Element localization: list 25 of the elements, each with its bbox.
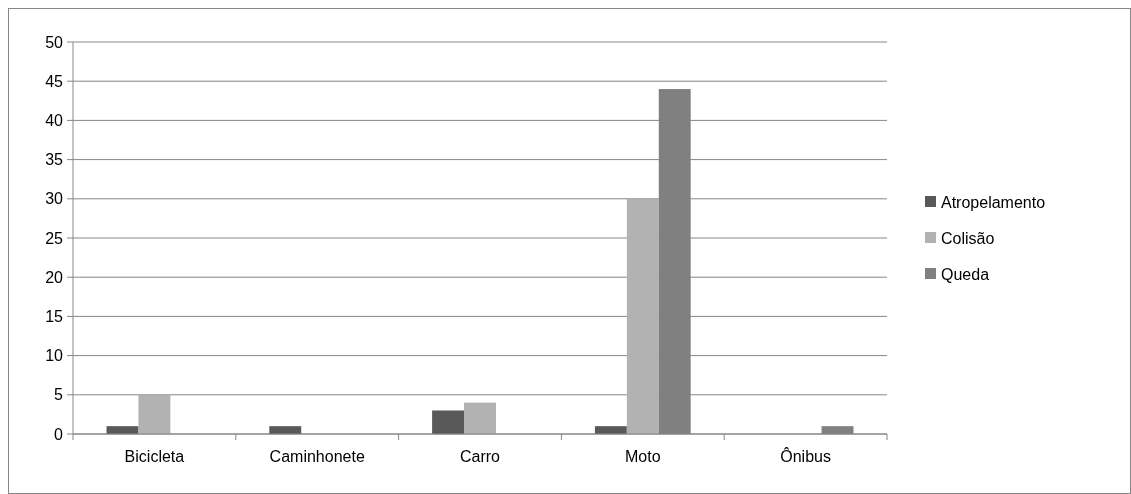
y-tick-label: 45 xyxy=(45,72,64,90)
x-tick-label: Caminhonete xyxy=(269,448,365,465)
bar xyxy=(432,410,465,434)
legend-label: Queda xyxy=(941,265,990,283)
legend-label: Atropelamento xyxy=(941,193,1046,211)
y-tick-label: 10 xyxy=(45,347,64,365)
y-tick-label: 25 xyxy=(45,229,64,247)
bar xyxy=(269,426,302,434)
legend-label: Colisão xyxy=(941,229,995,247)
y-tick-label: 0 xyxy=(54,425,64,443)
x-tick-label: Ônibus xyxy=(780,447,831,465)
y-tick-label: 15 xyxy=(45,308,64,325)
bar xyxy=(626,198,659,434)
y-tick-label: 35 xyxy=(45,151,64,169)
x-tick-label: Bicicleta xyxy=(124,448,185,465)
y-tick-label: 40 xyxy=(45,112,64,129)
x-tick-label: Moto xyxy=(625,448,661,465)
bar xyxy=(464,402,496,434)
y-tick-label: 20 xyxy=(45,268,64,286)
bar xyxy=(138,394,171,434)
y-tick-label: 5 xyxy=(54,386,64,404)
y-tick-label: 50 xyxy=(45,33,64,51)
x-tick-label: Carro xyxy=(459,448,501,465)
bar xyxy=(594,426,627,434)
y-tick-label: 30 xyxy=(45,190,64,208)
